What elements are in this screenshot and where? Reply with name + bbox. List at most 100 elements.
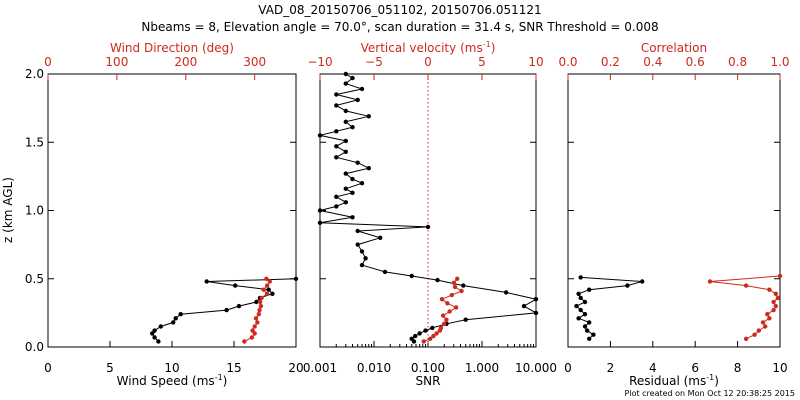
x-tick-label: 0.001 [303,361,337,375]
data-point [293,276,299,281]
data-point [707,279,713,284]
x-tick-label: 15 [226,361,241,375]
data-point [582,324,588,329]
y-tick-label: 0.0 [25,340,44,354]
vertical-velocity-xlabel: Vertical velocity (ms-1) [361,40,496,55]
x-tick-label: 4 [649,361,657,375]
x-tick-label: 0 [44,361,52,375]
x-tick-label: 10 [164,361,179,375]
data-point [578,275,583,280]
data-point [409,336,414,341]
data-point [453,305,459,310]
y-tick-label: 0.5 [25,272,44,286]
data-point [421,339,426,344]
data-point [767,316,772,321]
snr-xlabel: SNR [416,374,441,388]
data-point [435,277,440,283]
snr-series [317,71,539,344]
top-tick-label: 5 [478,55,486,69]
data-point [382,269,388,275]
data-point [743,283,749,288]
data-point [533,297,539,302]
data-point [775,295,781,301]
data-point [334,129,339,134]
data-point [452,284,458,290]
x-tick-label: 0.100 [411,361,445,375]
data-point [447,309,452,314]
top-tick-label: 0.0 [558,55,577,69]
data-point [767,287,772,292]
data-point [587,336,592,341]
data-point [359,249,365,254]
data-point [582,299,588,305]
top-tick-label: 0.4 [643,55,662,69]
data-point [256,312,261,317]
vertical-velocity-axis-ticks: −10 −5 0 5 10 [307,55,544,80]
top-tick-label: 0.6 [686,55,705,69]
data-point [503,290,509,295]
data-point [334,92,339,97]
data-point [350,176,355,182]
data-point [425,224,431,230]
data-point [264,276,269,281]
data-point [587,320,592,325]
data-point [359,86,365,92]
data-point [156,339,161,344]
data-point [439,297,445,302]
data-point [350,125,355,130]
data-point [334,204,339,209]
data-point [264,291,270,296]
data-point [366,114,371,119]
data-point [442,321,447,326]
data-point [317,220,323,225]
data-point [743,336,749,341]
x-tick-label: 8 [734,361,742,375]
data-point [428,336,433,341]
data-point [461,283,466,288]
data-point [771,299,776,305]
data-point [444,317,449,322]
data-point [152,328,157,333]
data-point [771,307,776,313]
data-point [236,303,242,309]
top-tick-label: 1.0 [770,55,789,69]
x-tick-label: 10 [772,361,787,375]
top-tick-label: 0.8 [728,55,747,69]
data-point [253,316,259,321]
data-point [449,292,454,298]
series-line-wind-speed [151,278,297,342]
series-line-correlation [709,275,781,340]
data-point [355,228,360,234]
wind-direction-xlabel: Wind Direction (deg) [110,41,234,55]
data-point [261,287,266,292]
snr-axis-ticks: 0.001 0.010 0.100 1.000 10.000 [303,341,557,375]
residual-series [574,273,783,341]
y-tick-label: 2.0 [25,67,44,81]
data-point [255,320,260,325]
data-point [578,295,583,301]
data-point [252,324,257,329]
data-point [258,303,264,309]
data-point [334,103,339,108]
wind-speed-axis-ticks: 0 5 10 15 20 [44,341,304,375]
data-point [773,291,778,296]
data-point [343,119,348,125]
data-point [576,291,581,296]
data-point [625,283,630,288]
data-point [359,262,365,268]
data-point [355,242,360,247]
data-point [270,291,275,296]
height-ylabel: z (km AGL) [1,177,15,243]
data-point [350,215,355,220]
data-point [257,307,262,313]
data-point [431,333,436,339]
data-point [266,287,271,292]
data-point [317,208,323,213]
data-point [334,144,339,149]
x-tick-label: 6 [691,361,699,375]
top-tick-label: 100 [105,55,128,69]
data-point [445,301,450,306]
data-point [171,320,176,325]
data-point [434,331,439,336]
